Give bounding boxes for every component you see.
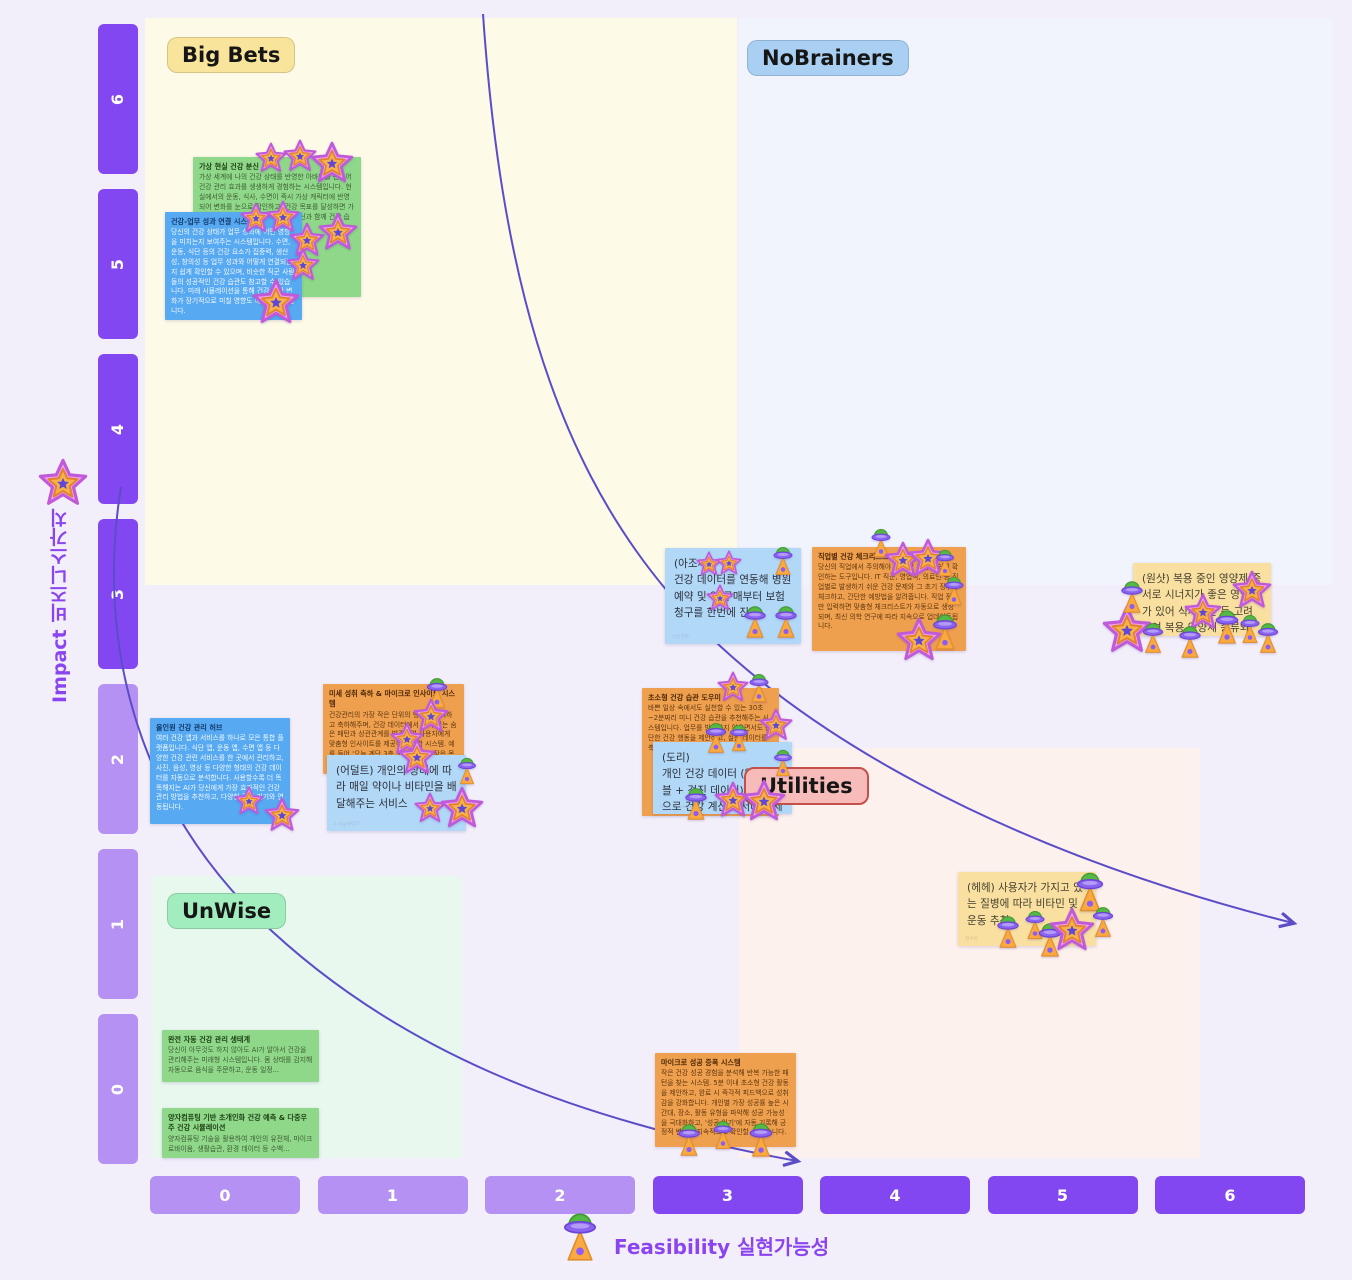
- quadrant-nobrainers-bg: [739, 18, 1332, 585]
- ufo-icon[interactable]: [724, 723, 754, 753]
- ufo-icon[interactable]: [1251, 621, 1285, 655]
- star-icon[interactable]: [234, 786, 264, 816]
- note-title: 올인원 건강 관리 허브: [156, 723, 223, 732]
- star-icon[interactable]: [716, 550, 742, 576]
- y-tick-value: 3: [108, 588, 128, 600]
- star-icon[interactable]: [759, 708, 793, 742]
- x-axis-tick-3: 3: [652, 1176, 803, 1214]
- y-tick-value: 1: [108, 918, 128, 930]
- star-icon[interactable]: [706, 584, 734, 612]
- quadrant-label-big-bets[interactable]: Big Bets: [167, 37, 296, 73]
- note-title: 건강-업무 성과 연결 시스템: [171, 217, 254, 226]
- note-title: 마이크로 성공 증폭 시스템: [661, 1058, 741, 1067]
- quadrant-utilities-bg: [739, 748, 1200, 1158]
- note-title: 가상 현실 건강 분신: [199, 162, 259, 171]
- y-axis-tick-1: 1: [98, 849, 138, 999]
- quadrant-label-unwise[interactable]: UnWise: [167, 893, 287, 929]
- ufo-icon[interactable]: [1172, 624, 1208, 660]
- feasibility-ufo-icon: [553, 1210, 607, 1264]
- ufo-icon[interactable]: [767, 545, 799, 577]
- x-axis-tick-6: 6: [1155, 1176, 1305, 1214]
- sticky-note[interactable]: 양자컴퓨팅 기반 초개인화 건강 예측 & 다중우주 건강 시뮬레이션 양자컴퓨팅…: [162, 1108, 319, 1158]
- y-axis-tick-4: 4: [98, 354, 138, 504]
- y-tick-value: 0: [108, 1083, 128, 1095]
- note-title: 완전 자동 건강 관리 생태계: [168, 1035, 251, 1044]
- ufo-icon[interactable]: [938, 575, 970, 607]
- star-icon[interactable]: [398, 738, 436, 776]
- ufo-icon[interactable]: [925, 612, 965, 652]
- note-title: 양자컴퓨팅 기반 초개인화 건강 예측 & 다중우주 건강 시뮬레이션: [168, 1113, 308, 1133]
- y-axis-tick-0: 0: [98, 1014, 138, 1164]
- y-tick-value: 4: [108, 423, 128, 435]
- note-author: s.mgn0617: [334, 821, 360, 827]
- ufo-icon[interactable]: [1114, 579, 1150, 615]
- y-tick-value: 5: [108, 258, 128, 270]
- ufo-icon[interactable]: [743, 672, 775, 704]
- quadrant-label-nobrainers[interactable]: NoBrainers: [747, 40, 909, 76]
- note-author: 정수지: [965, 936, 978, 942]
- star-icon[interactable]: [318, 212, 358, 252]
- star-icon[interactable]: [286, 248, 320, 282]
- ufo-icon[interactable]: [1086, 905, 1120, 939]
- x-axis-tick-2: 2: [485, 1176, 635, 1214]
- ufo-icon[interactable]: [930, 548, 960, 578]
- x-axis-tick-4: 4: [820, 1176, 970, 1214]
- y-axis-tick-5: 5: [98, 189, 138, 339]
- ufo-icon[interactable]: [452, 756, 482, 786]
- y-axis-tick-6: 6: [98, 24, 138, 174]
- x-axis-tick-5: 5: [987, 1176, 1138, 1214]
- y-axis-label: Impact 비즈니스가치: [49, 508, 71, 703]
- y-axis-tick-2: 2: [98, 684, 138, 834]
- ufo-icon[interactable]: [707, 1119, 739, 1151]
- ufo-icon[interactable]: [768, 748, 798, 778]
- note-body: 당신이 아무것도 하지 않아도 AI가 알아서 건강을 관리해주는 미래형 시스…: [168, 1046, 313, 1075]
- x-axis-label: Feasibility 실현가능성: [614, 1235, 830, 1259]
- note-author: 신인영희: [672, 634, 689, 640]
- ufo-icon[interactable]: [742, 1121, 780, 1159]
- note-body: 양자컴퓨팅 기술을 활용하여 개인의 유전체, 마이크로바이옴, 생활습관, 환…: [168, 1134, 313, 1153]
- ufo-icon[interactable]: [678, 786, 714, 822]
- star-icon[interactable]: [310, 141, 354, 185]
- star-icon[interactable]: [264, 797, 300, 833]
- star-icon[interactable]: [742, 779, 786, 823]
- y-tick-value: 2: [108, 753, 128, 765]
- y-tick-value: 6: [108, 93, 128, 105]
- x-axis-tick-1: 1: [317, 1176, 468, 1214]
- ufo-icon[interactable]: [768, 604, 804, 640]
- ufo-icon[interactable]: [671, 1122, 707, 1158]
- ufo-icon[interactable]: [1136, 621, 1170, 655]
- y-axis-tick-3: 3: [98, 519, 138, 669]
- star-icon[interactable]: [252, 278, 300, 326]
- star-icon[interactable]: [440, 786, 484, 830]
- star-icon[interactable]: [1232, 570, 1272, 610]
- impact-star-icon: [38, 458, 88, 508]
- x-axis-tick-0: 0: [150, 1176, 300, 1214]
